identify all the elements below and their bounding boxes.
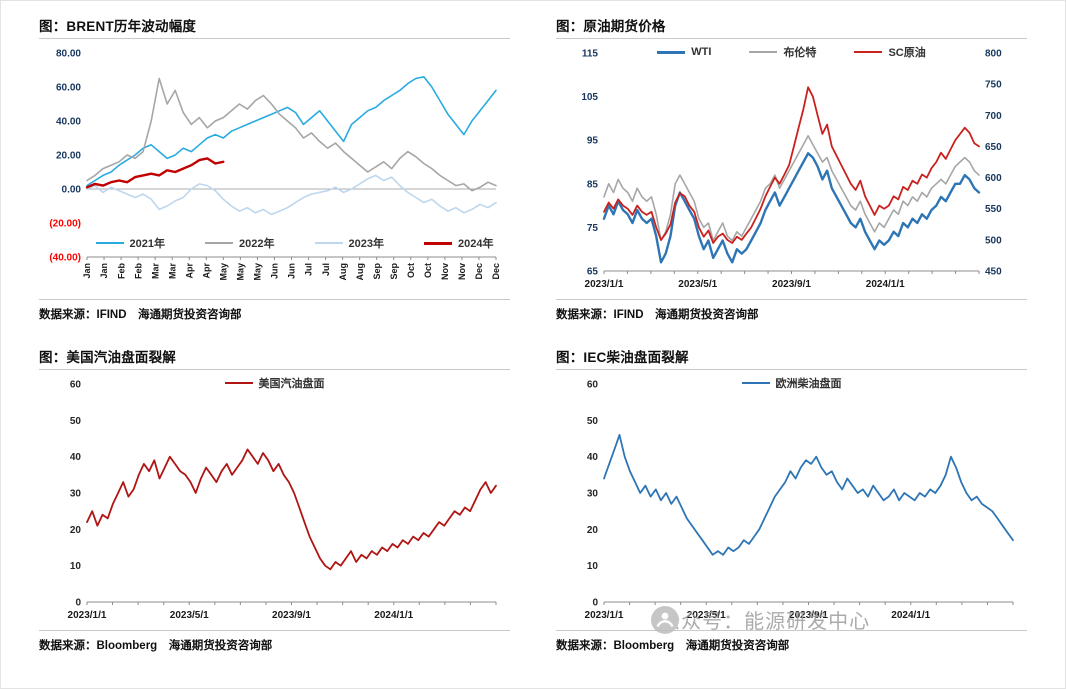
svg-text:(20.00): (20.00): [49, 219, 81, 230]
svg-text:30: 30: [587, 489, 599, 500]
svg-text:Apr: Apr: [201, 263, 211, 279]
svg-text:2024/1/1: 2024/1/1: [374, 610, 413, 621]
svg-text:2023/1/1: 2023/1/1: [68, 610, 107, 621]
svg-text:2023/5/1: 2023/5/1: [170, 610, 209, 621]
svg-text:50: 50: [70, 416, 82, 427]
data-source: 数据来源：IFIND 海通期货投资咨询部: [556, 299, 1027, 322]
svg-text:20.00: 20.00: [56, 151, 81, 162]
svg-text:750: 750: [985, 80, 1002, 91]
svg-text:Jul: Jul: [321, 263, 331, 276]
svg-text:2023/5/1: 2023/5/1: [678, 279, 717, 290]
svg-text:Aug: Aug: [355, 263, 365, 281]
svg-text:Nov: Nov: [440, 263, 450, 280]
charts-grid: 图：BRENT历年波动幅度 80.00 60.00 40.00 20.00 0.00 (2…: [39, 15, 1027, 653]
svg-text:Jan: Jan: [82, 263, 92, 279]
svg-text:2024/1/1: 2024/1/1: [891, 610, 930, 621]
chart-panel-brent-volatility: 图：BRENT历年波动幅度 80.00 60.00 40.00 20.00 0.00 (2…: [39, 15, 510, 322]
svg-text:65: 65: [587, 267, 599, 278]
svg-text:Jun: Jun: [270, 263, 280, 279]
svg-text:2023/1/1: 2023/1/1: [585, 279, 624, 290]
svg-text:Dec: Dec: [474, 263, 484, 280]
svg-text:2023/5/1: 2023/5/1: [687, 610, 726, 621]
svg-text:2023/9/1: 2023/9/1: [272, 610, 311, 621]
svg-text:500: 500: [985, 235, 1002, 246]
svg-text:75: 75: [587, 223, 599, 234]
watermark-text: 公众号：能源研发中心: [660, 611, 871, 633]
svg-text:40: 40: [587, 452, 599, 463]
data-source: 数据来源：Bloomberg 海通期货投资咨询部: [39, 630, 510, 653]
svg-text:95: 95: [587, 136, 599, 147]
svg-text:800: 800: [985, 49, 1002, 60]
svg-text:0.00: 0.00: [62, 185, 82, 196]
svg-text:85: 85: [587, 179, 599, 190]
chart-area-crude-futures: 115 105 95 85 75 65 800 750 700 650 600 550 500 450 20…: [556, 41, 1027, 297]
svg-text:550: 550: [985, 204, 1002, 215]
chart-panel-us-gasoline-crack: 图：美国汽油盘面裂解 60 50 40 30 20 10 0 2023/1/1 2023/5/1…: [39, 346, 510, 653]
chart-title: 图：美国汽油盘面裂解: [39, 346, 510, 370]
brent-volatility-line-chart: 80.0060.0040.0020.000.00(20.00)(40.00)Ja…: [49, 49, 501, 281]
svg-text:600: 600: [985, 173, 1002, 184]
data-source: 数据来源：IFIND 海通期货投资咨询部: [39, 299, 510, 322]
svg-text:2023/1/1: 2023/1/1: [585, 610, 624, 621]
svg-text:Feb: Feb: [133, 263, 143, 280]
chart-area-us-gasoline-crack: 60 50 40 30 20 10 0 2023/1/1 2023/5/1 2023/9/1 202…: [39, 372, 510, 628]
svg-text:0: 0: [75, 598, 81, 609]
svg-text:May: May: [236, 263, 246, 281]
chart-title: 图：BRENT历年波动幅度: [39, 15, 510, 39]
svg-text:60: 60: [70, 380, 82, 391]
svg-text:Oct: Oct: [406, 263, 416, 278]
svg-text:60.00: 60.00: [56, 83, 81, 94]
chart-panel-iec-diesel-crack: 图：IEC柴油盘面裂解 60 50 40 30 20 10 0 2023/1/1 2023/5/…: [556, 346, 1027, 653]
svg-text:Feb: Feb: [116, 263, 126, 280]
svg-text:60: 60: [587, 380, 599, 391]
svg-text:Sep: Sep: [389, 263, 399, 280]
svg-text:Aug: Aug: [338, 263, 348, 281]
svg-text:50: 50: [587, 416, 599, 427]
svg-text:Dec: Dec: [491, 263, 501, 280]
svg-text:10: 10: [70, 561, 82, 572]
svg-text:Sep: Sep: [372, 263, 382, 280]
chart-panel-crude-futures-price: 图：原油期货价格 115 105 95 85 75 65 800 750 700 650 600 55…: [556, 15, 1027, 322]
svg-text:(40.00): (40.00): [49, 253, 81, 264]
svg-text:650: 650: [985, 142, 1002, 153]
svg-text:Apr: Apr: [184, 263, 194, 279]
chart-area-iec-diesel-crack: 60 50 40 30 20 10 0 2023/1/1 2023/5/1 2023/9/1 202…: [556, 372, 1027, 634]
watermark: 公众号：能源研发中心: [650, 605, 870, 634]
svg-text:Jun: Jun: [287, 263, 297, 279]
svg-text:20: 20: [587, 525, 599, 536]
svg-text:2023/9/1: 2023/9/1: [789, 610, 828, 621]
svg-text:2024/1/1: 2024/1/1: [866, 279, 905, 290]
svg-text:20: 20: [70, 525, 82, 536]
svg-text:Oct: Oct: [423, 263, 433, 278]
chart-area-brent-volatility: 80.00 60.00 40.00 20.00 0.00 (20.00) (40.00) Ja…: [39, 41, 510, 297]
svg-text:Mar: Mar: [150, 263, 160, 280]
svg-text:105: 105: [581, 92, 598, 103]
svg-text:40: 40: [70, 452, 82, 463]
svg-text:May: May: [219, 263, 229, 281]
svg-text:Jan: Jan: [99, 263, 109, 279]
svg-text:Mar: Mar: [167, 263, 177, 280]
svg-text:May: May: [253, 263, 263, 281]
svg-text:115: 115: [582, 49, 599, 60]
svg-text:30: 30: [70, 489, 82, 500]
svg-text:10: 10: [587, 561, 599, 572]
crude-futures-line-chart: 115 105 95 85 75 65 800 750 700 650 600 550 500 450 20…: [581, 49, 1002, 291]
svg-text:2023/9/1: 2023/9/1: [772, 279, 811, 290]
svg-text:40.00: 40.00: [56, 117, 81, 128]
chart-title: 图：IEC柴油盘面裂解: [556, 346, 1027, 370]
svg-text:450: 450: [985, 267, 1002, 278]
data-source: 数据来源：Bloomberg 海通期货投资咨询部: [556, 630, 1027, 653]
svg-text:80.00: 80.00: [56, 49, 81, 60]
svg-text:Nov: Nov: [457, 263, 467, 280]
svg-text:Jul: Jul: [304, 263, 314, 276]
chart-title: 图：原油期货价格: [556, 15, 1027, 39]
svg-text:0: 0: [592, 598, 598, 609]
svg-text:700: 700: [985, 111, 1002, 122]
